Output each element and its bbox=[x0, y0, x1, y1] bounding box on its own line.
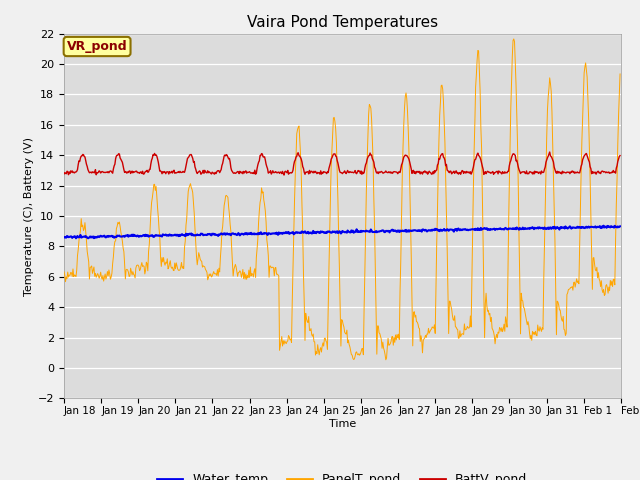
Y-axis label: Temperature (C), Battery (V): Temperature (C), Battery (V) bbox=[24, 136, 34, 296]
Title: Vaira Pond Temperatures: Vaira Pond Temperatures bbox=[247, 15, 438, 30]
Text: VR_pond: VR_pond bbox=[67, 40, 127, 53]
X-axis label: Time: Time bbox=[329, 419, 356, 429]
Legend: Water_temp, PanelT_pond, BattV_pond: Water_temp, PanelT_pond, BattV_pond bbox=[152, 468, 532, 480]
